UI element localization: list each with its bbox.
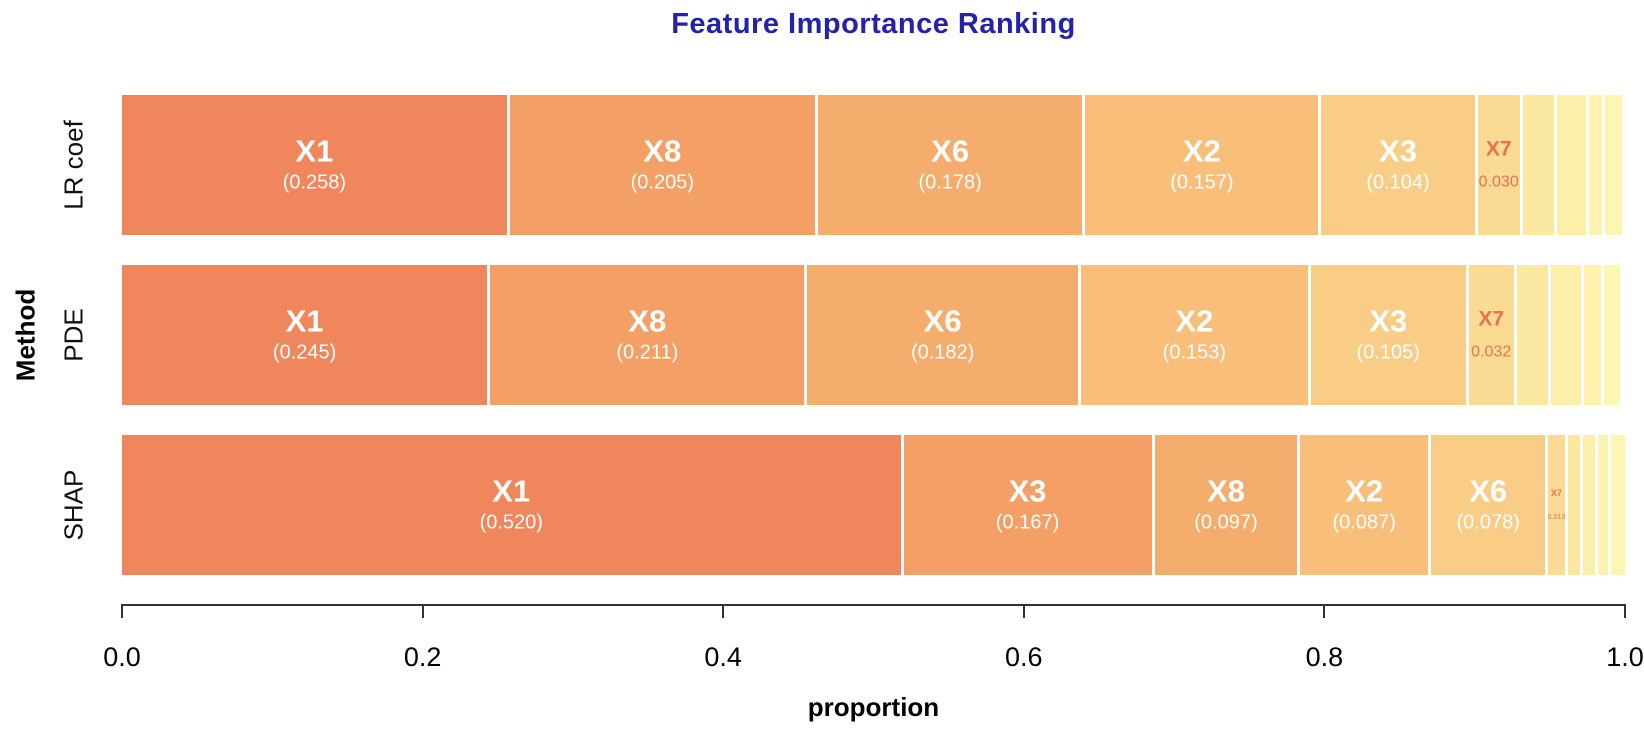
x-tick-mark [1022, 604, 1025, 618]
segment-x1: X1 (0.258) [122, 95, 510, 235]
segment-label: X8 (0.211) [616, 303, 679, 364]
segment-x2: X2 (0.087) [1300, 435, 1432, 575]
segment-x3: X3 (0.105) [1310, 265, 1469, 405]
segment-x7: X7 0.032 [1468, 265, 1517, 405]
segment-minor-10 [1605, 95, 1622, 235]
x-tick-mark [121, 604, 123, 618]
x-tick-mark [421, 604, 424, 618]
segment-x6: X6 (0.178) [817, 95, 1086, 235]
segment-label: X7 0.013 [1547, 488, 1566, 522]
segment-x7: X7 0.030 [1477, 95, 1523, 235]
segment-minor-9 [1584, 265, 1604, 405]
segment-label: X2 (0.153) [1162, 303, 1227, 364]
y-tick-label-shap: SHAP [58, 469, 89, 541]
segment-x2: X2 (0.153) [1080, 265, 1311, 405]
segment-label: X2 (0.087) [1332, 473, 1396, 534]
segment-minor-8 [1551, 265, 1585, 405]
x-tick-mark [1624, 604, 1626, 618]
x-tick-mark [1323, 604, 1326, 618]
segment-x8: X8 (0.205) [509, 95, 818, 235]
stacked-bar-pde: X1 (0.245) X8 (0.211) X6 (0.182) X2 (0.153) X3 (0… [122, 265, 1625, 405]
x-tick-mark [722, 604, 725, 618]
segment-label: X8 (0.097) [1194, 473, 1258, 534]
segment-minor-9 [1597, 435, 1612, 575]
x-tick-label-0.4: 0.4 [704, 642, 742, 672]
segment-x6: X6 (0.078) [1431, 435, 1549, 575]
segment-label: X3 (0.105) [1356, 303, 1420, 364]
segment-label: X1 (0.520) [479, 473, 543, 534]
chart-title: Feature Importance Ranking [671, 8, 1076, 40]
x-tick-label-0.6: 0.6 [1005, 642, 1043, 672]
segment-minor-8 [1582, 435, 1598, 575]
segment-label: X7 0.030 [1478, 137, 1519, 191]
segment-label: X1 (0.258) [282, 133, 347, 194]
y-tick-label-pde: PDE [58, 308, 89, 362]
segment-label: X3 (0.167) [995, 473, 1060, 534]
segment-minor-7 [1516, 265, 1552, 405]
segment-minor-7 [1567, 435, 1583, 575]
x-tick-label-0.2: 0.2 [403, 642, 442, 672]
segment-x1: X1 (0.520) [122, 435, 904, 575]
x-axis-line [122, 604, 1625, 606]
x-axis-title: proportion [807, 692, 940, 722]
segment-label: X6 (0.182) [910, 303, 975, 364]
segment-label: X2 (0.157) [1170, 133, 1234, 194]
segment-x8: X8 (0.211) [490, 265, 808, 405]
x-tick-label-0.0: 0.0 [103, 642, 141, 672]
segment-x1: X1 (0.245) [122, 265, 491, 405]
segment-minor-8 [1557, 95, 1589, 235]
segment-label: X6 (0.178) [918, 133, 982, 194]
segment-minor-10 [1603, 265, 1621, 405]
y-axis-title: Method [10, 288, 41, 382]
segment-minor-7 [1522, 95, 1558, 235]
segment-label: X7 0.032 [1471, 307, 1512, 361]
segment-x7: X7 0.013 [1548, 435, 1568, 575]
segment-label: X1 (0.245) [272, 303, 337, 364]
segment-x8: X8 (0.097) [1154, 435, 1301, 575]
segment-label: X8 (0.205) [630, 133, 694, 194]
segment-minor-9 [1588, 95, 1606, 235]
x-tick-label-1.0: 1.0 [1606, 642, 1644, 672]
segment-x2: X2 (0.157) [1085, 95, 1322, 235]
segment-label: X3 (0.104) [1366, 133, 1430, 194]
y-tick-label-lr-coef: LR coef [58, 120, 89, 210]
segment-label: X6 (0.078) [1456, 473, 1520, 534]
stacked-bar-lr-coef: X1 (0.258) X8 (0.205) X6 (0.178) X2 (0.157) X3 (0… [122, 95, 1625, 235]
x-tick-label-0.8: 0.8 [1305, 642, 1344, 672]
stacked-bar-shap: X1 (0.520) X3 (0.167) X8 (0.097) X2 (0.087) X6 (0… [122, 435, 1625, 575]
segment-minor-10 [1611, 435, 1625, 575]
segment-x3: X3 (0.167) [903, 435, 1155, 575]
segment-x3: X3 (0.104) [1321, 95, 1478, 235]
segment-x6: X6 (0.182) [807, 265, 1081, 405]
